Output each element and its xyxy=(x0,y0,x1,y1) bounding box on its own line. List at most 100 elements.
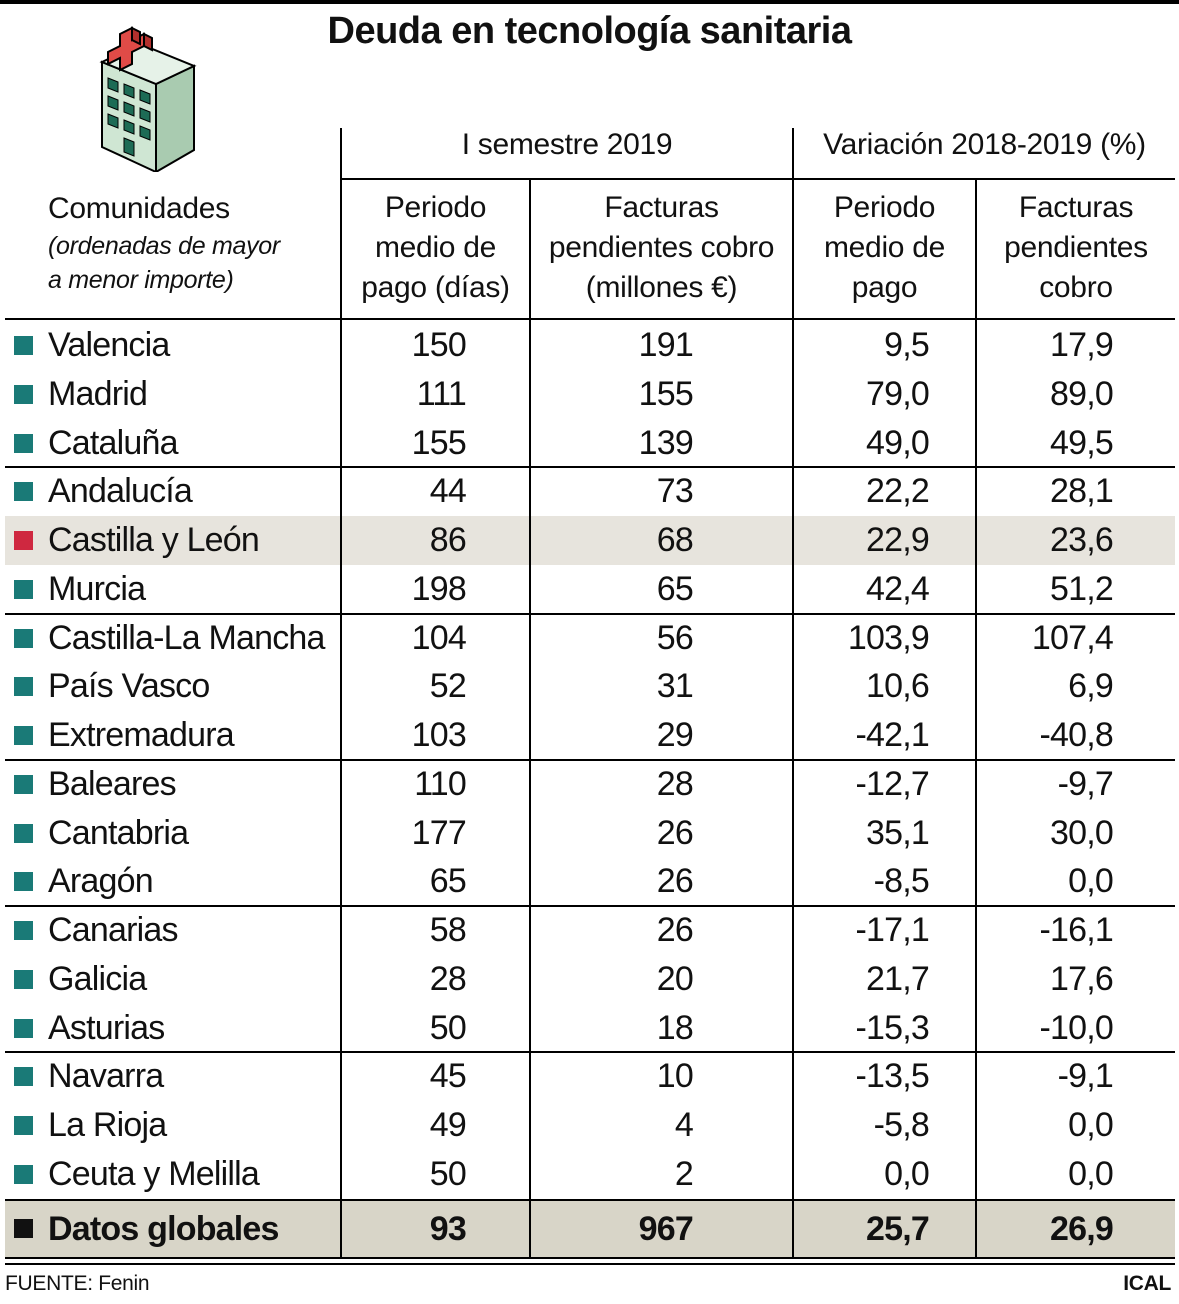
var-facturas-value: 26,9 xyxy=(1050,1209,1114,1248)
row-marker xyxy=(14,384,33,404)
community-name: Navarra xyxy=(48,1057,164,1096)
community-name: Castilla y León xyxy=(48,521,260,559)
group-separator xyxy=(5,1051,1175,1054)
community-name: Murcia xyxy=(48,569,146,608)
table-row: Cataluña 155 139 49,0 49,5 xyxy=(5,419,1175,468)
bottom-rule-2 xyxy=(5,1262,1175,1265)
var-pmp-value: 22,2 xyxy=(866,472,930,511)
var-facturas-value: 30,0 xyxy=(1050,813,1114,852)
row-marker xyxy=(14,677,33,697)
hospital-icon xyxy=(99,26,197,172)
facturas-value: 73 xyxy=(656,472,694,511)
community-name: Asturias xyxy=(48,1008,165,1047)
var-pmp-value: -8,5 xyxy=(873,862,930,901)
facturas-value: 139 xyxy=(638,423,694,462)
col-header-pmp: Periodo medio de pago (días) xyxy=(361,191,510,304)
var-facturas-value: 6,9 xyxy=(1068,667,1114,706)
group-separator xyxy=(5,758,1175,761)
facturas-value: 26 xyxy=(656,862,694,901)
community-name: Datos globales xyxy=(48,1209,279,1248)
var-pmp-value: 21,7 xyxy=(866,959,930,998)
facturas-value: 10 xyxy=(656,1057,694,1096)
source-note: FUENTE: Fenin xyxy=(5,1272,150,1295)
pmp-value: 150 xyxy=(411,326,467,364)
var-pmp-value: 49,0 xyxy=(866,423,930,462)
pmp-value: 155 xyxy=(411,423,467,462)
col-header-var-facturas: Facturas pendientes cobro xyxy=(1004,191,1148,304)
table-row: Asturias 50 18 -15,3 -10,0 xyxy=(5,1004,1175,1053)
pmp-value: 103 xyxy=(411,716,467,754)
var-pmp-value: 22,9 xyxy=(866,521,930,559)
facturas-value: 18 xyxy=(656,1008,694,1047)
row-marker xyxy=(14,872,33,892)
row-marker xyxy=(14,1116,33,1135)
var-pmp-value: 35,1 xyxy=(866,813,930,852)
var-pmp-value: 25,7 xyxy=(866,1209,930,1248)
var-facturas-value: 17,6 xyxy=(1050,959,1114,998)
column-divider xyxy=(792,320,794,1257)
community-name: Andalucía xyxy=(48,472,193,511)
table-row: La Rioja 49 4 -5,8 0,0 xyxy=(5,1101,1175,1150)
var-pmp-value: -17,1 xyxy=(855,911,930,949)
row-marker xyxy=(14,774,33,794)
var-pmp-value: 79,0 xyxy=(866,374,930,413)
var-facturas-value: -10,0 xyxy=(1039,1008,1114,1047)
row-marker xyxy=(14,579,33,599)
row-marker xyxy=(14,482,33,502)
pmp-value: 86 xyxy=(429,521,467,559)
table-row: País Vasco 52 31 10,6 6,9 xyxy=(5,662,1175,711)
header-divider-4 xyxy=(975,180,977,320)
var-pmp-value: 0,0 xyxy=(884,1154,930,1193)
header-divider-1 xyxy=(340,128,342,320)
pmp-value: 110 xyxy=(414,764,467,803)
facturas-value: 191 xyxy=(638,326,694,364)
var-facturas-value: 23,6 xyxy=(1050,521,1114,559)
facturas-value: 20 xyxy=(656,959,694,998)
var-pmp-value: 10,6 xyxy=(866,667,930,706)
pmp-value: 58 xyxy=(429,911,467,949)
pmp-value: 104 xyxy=(411,618,467,657)
row-marker xyxy=(14,1018,33,1038)
row-marker xyxy=(14,1067,33,1087)
chart-title: Deuda en tecnología sanitaria xyxy=(327,10,852,52)
table-row: Baleares 110 28 -12,7 -9,7 xyxy=(5,760,1175,809)
var-pmp-value: 42,4 xyxy=(866,569,930,608)
col-header-facturas: Facturas pendientes cobro (millones €) xyxy=(548,191,775,304)
var-facturas-value: 51,2 xyxy=(1050,569,1114,608)
table-row: Andalucía 44 73 22,2 28,1 xyxy=(5,467,1175,516)
var-facturas-value: 49,5 xyxy=(1050,423,1114,462)
table-row: Aragón 65 26 -8,5 0,0 xyxy=(5,857,1175,906)
community-name: Castilla-La Mancha xyxy=(48,618,325,657)
facturas-value: 65 xyxy=(656,569,694,608)
facturas-value: 26 xyxy=(656,813,694,852)
facturas-value: 4 xyxy=(674,1106,694,1144)
row-marker xyxy=(14,628,33,648)
row-marker xyxy=(14,823,33,843)
row-marker xyxy=(14,726,33,745)
facturas-value: 155 xyxy=(638,374,694,413)
table-row: Ceuta y Melilla 50 2 0,0 0,0 xyxy=(5,1150,1175,1199)
pmp-value: 28 xyxy=(429,959,467,998)
var-facturas-value: -9,1 xyxy=(1057,1057,1114,1096)
var-facturas-value: 0,0 xyxy=(1068,1106,1114,1144)
facturas-value: 2 xyxy=(674,1154,694,1193)
pmp-value: 52 xyxy=(429,667,467,706)
table-row: Madrid 111 155 79,0 89,0 xyxy=(5,370,1175,419)
total-marker xyxy=(14,1218,33,1238)
community-name: Valencia xyxy=(48,326,170,364)
community-name: Galicia xyxy=(48,959,147,998)
table-row: Extremadura 103 29 -42,1 -40,8 xyxy=(5,711,1175,760)
community-name: Extremadura xyxy=(48,716,235,754)
var-pmp-value: -13,5 xyxy=(855,1057,930,1096)
community-name: Canarias xyxy=(48,911,178,949)
group-rule xyxy=(340,178,1175,180)
facturas-value: 26 xyxy=(656,911,694,949)
community-name: Cantabria xyxy=(48,813,189,852)
communities-header: Comunidades (ordenadas de mayor a menor … xyxy=(48,190,280,298)
facturas-value: 967 xyxy=(638,1209,694,1248)
group-header-semester: I semestre 2019 xyxy=(461,128,673,161)
var-facturas-value: -9,7 xyxy=(1057,764,1114,803)
table-row: Navarra 45 10 -13,5 -9,1 xyxy=(5,1052,1175,1101)
top-rule xyxy=(0,0,1179,4)
pmp-value: 50 xyxy=(429,1008,467,1047)
